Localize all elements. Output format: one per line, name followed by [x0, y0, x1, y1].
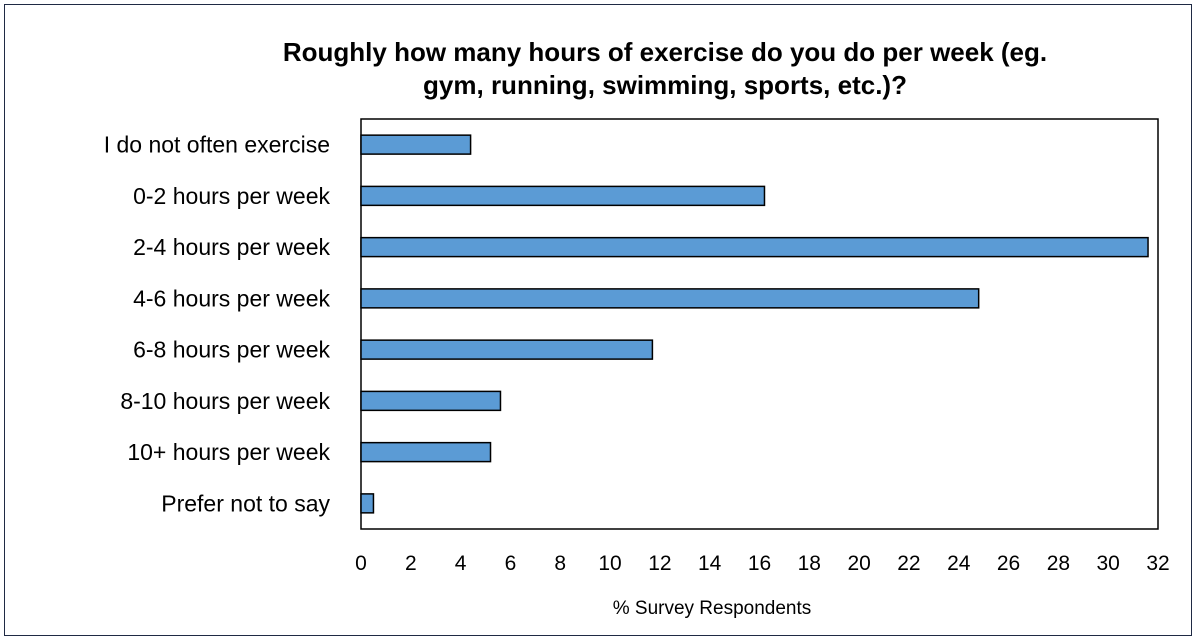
bar-7	[360, 441, 492, 463]
chart-frame	[4, 4, 1192, 636]
x-tick-label: 20	[847, 552, 870, 575]
x-tick-label: 18	[798, 552, 821, 575]
x-tick-label: 24	[947, 552, 971, 575]
category-label: 6-8 hours per week	[133, 337, 330, 363]
bar-4	[360, 288, 980, 309]
x-tick-label: 22	[897, 552, 920, 575]
x-tick-label: 0	[355, 552, 367, 575]
x-tick-label: 14	[698, 552, 722, 575]
x-tick-label: 30	[1097, 552, 1120, 575]
chart-title: Roughly how many hours of exercise do yo…	[282, 37, 1048, 100]
x-tick-label: 12	[648, 552, 671, 575]
bar-6	[360, 390, 502, 412]
x-tick-label: 26	[997, 552, 1020, 575]
category-label: Prefer not to say	[161, 490, 330, 516]
bar-3	[360, 236, 1149, 258]
category-label: 10+ hours per week	[127, 439, 330, 465]
category-label: 2-4 hours per week	[133, 234, 330, 260]
category-label: 4-6 hours per week	[133, 285, 330, 311]
x-tick-label: 28	[1047, 552, 1070, 575]
bar-2	[360, 185, 766, 207]
category-label: I do not often exercise	[104, 132, 330, 158]
category-label: 8-10 hours per week	[120, 388, 330, 414]
x-tick-label: 8	[554, 552, 566, 575]
x-axis-title: % Survey Respondents	[613, 598, 812, 619]
bar-8	[360, 493, 375, 514]
x-tick-label: 16	[748, 552, 771, 575]
x-tick-label: 10	[598, 552, 621, 575]
plot-area	[360, 118, 1159, 530]
bar-1	[360, 134, 472, 155]
bar-5	[360, 339, 654, 360]
x-tick-label: 4	[455, 552, 467, 575]
x-tick-label: 32	[1146, 552, 1169, 575]
x-tick-label: 2	[405, 552, 417, 575]
x-tick-label: 6	[505, 552, 517, 575]
category-label: 0-2 hours per week	[133, 183, 330, 209]
